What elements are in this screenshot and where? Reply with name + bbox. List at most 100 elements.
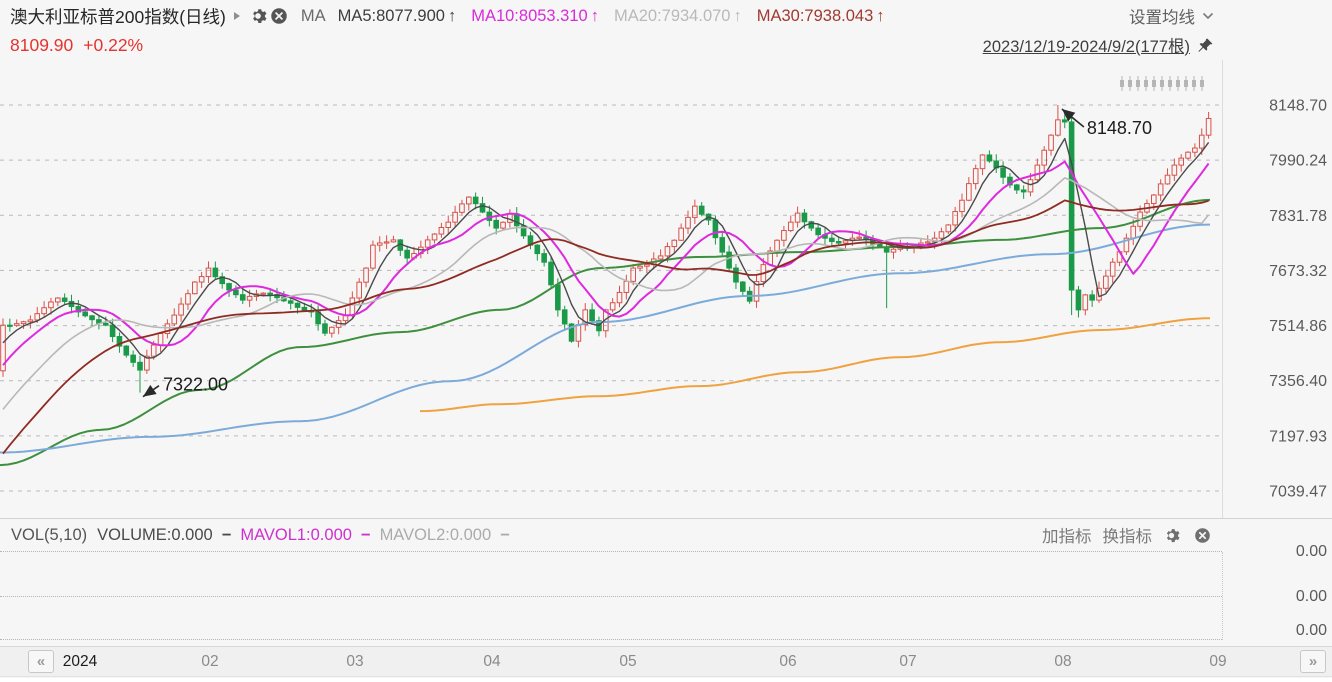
title-expand-arrow-icon[interactable] [233, 12, 240, 20]
volume-indicator-header: VOL(5,10) VOLUME:0.000 − MAVOL1:0.000 − … [0, 518, 1332, 551]
candle [1089, 294, 1095, 301]
candle [685, 216, 691, 229]
volume-axis-separator [1222, 552, 1223, 640]
candle [692, 205, 698, 218]
ma5-up-arrow-icon: ↑ [447, 6, 457, 25]
candle [205, 267, 212, 278]
candle [726, 251, 732, 269]
candle [178, 303, 184, 316]
volume-pane[interactable]: 0.00 0.00 0.00 [0, 543, 1332, 646]
candle [1103, 275, 1109, 289]
candle [740, 281, 746, 292]
y-axis-label: 7514.86 [1269, 318, 1327, 335]
pin-icon[interactable] [1197, 37, 1214, 54]
price-row: 8109.90 +0.22% 2023/12/19-2024/9/2(177根) [0, 30, 1332, 60]
long-ma-green [0, 198, 1211, 467]
candle [561, 309, 568, 325]
volume-settings-gear-icon[interactable] [1163, 527, 1180, 544]
candle [267, 292, 273, 296]
candle [671, 239, 678, 248]
candle [356, 281, 362, 299]
candle [452, 211, 458, 223]
switch-indicator-button[interactable]: 换指标 [1102, 528, 1153, 546]
long-ma-orange [419, 317, 1211, 413]
candle [20, 321, 27, 325]
scroll-left-button[interactable]: « [28, 650, 54, 673]
candle [1185, 151, 1191, 159]
candle [116, 336, 123, 347]
candle [733, 267, 739, 283]
ma10-line [2, 160, 1210, 366]
candle [952, 211, 958, 226]
candle [260, 292, 267, 295]
page-title: 澳大利亚标普200指数(日线) [10, 6, 226, 27]
date-range-link[interactable]: 2023/12/19-2024/9/2(177根) [982, 38, 1190, 56]
ma20-up-arrow-icon: ↑ [733, 6, 742, 25]
candle [698, 205, 705, 215]
candle-density-icon [1120, 76, 1204, 91]
candle [835, 241, 842, 244]
candle [75, 306, 82, 313]
candle [1041, 149, 1048, 166]
x-axis-label-08: 08 [1054, 652, 1072, 670]
candle [582, 309, 589, 326]
candle [1096, 287, 1102, 301]
indicator-close-icon[interactable] [270, 7, 288, 25]
main-chart-area: 8148.70 7990.24 7831.78 7673.32 7514.86 7356.… [0, 60, 1332, 518]
volume-close-icon[interactable] [1194, 527, 1211, 544]
candle [1109, 261, 1116, 277]
candle [322, 323, 328, 334]
ma-settings-button[interactable]: 设置均线 [1129, 4, 1214, 28]
ma20-line [2, 177, 1210, 410]
candle [712, 219, 719, 239]
candle [13, 323, 20, 326]
candle [1178, 157, 1185, 166]
candle [329, 326, 335, 334]
indicator-settings-gear-icon[interactable] [249, 7, 267, 25]
scroll-right-button[interactable]: » [1300, 650, 1326, 673]
high-annotation-arrow [1061, 108, 1085, 128]
candle [445, 221, 452, 228]
long-ma-blue [0, 223, 1211, 454]
ma5-line [2, 137, 1210, 359]
candle [609, 302, 616, 311]
candle [157, 333, 164, 346]
candle [212, 267, 219, 278]
candle [1061, 119, 1068, 123]
ma10-readout: MA10:8053.310 ↑ [471, 6, 599, 25]
mavol1-dash: − [360, 525, 371, 544]
candle [34, 313, 41, 321]
candle [1082, 294, 1089, 311]
candle [678, 227, 684, 241]
candle [890, 248, 897, 253]
candle [938, 231, 945, 239]
main-chart[interactable]: 8148.70 7990.24 7831.78 7673.32 7514.86 7356.… [0, 60, 1332, 518]
candle [589, 309, 595, 322]
candle [7, 324, 13, 327]
candle [801, 212, 808, 223]
candle [541, 253, 547, 263]
low-annotation-label: 7322.00 [163, 375, 228, 395]
candle [575, 324, 582, 342]
volume-dash: − [221, 525, 232, 544]
candle [616, 291, 623, 304]
high-annotation-label: 8148.70 [1087, 118, 1152, 138]
candle [1068, 121, 1075, 291]
candle [787, 221, 794, 232]
candle [301, 306, 308, 312]
candle [1192, 147, 1198, 153]
candle [630, 267, 637, 282]
y-axis-label: 7831.78 [1269, 208, 1327, 225]
ma5-readout: MA5:8077.900 ↑ [337, 6, 457, 25]
candle [239, 294, 246, 301]
candle [164, 323, 171, 335]
candle [829, 237, 835, 243]
add-indicator-button[interactable]: 加指标 [1042, 528, 1092, 546]
candle [171, 314, 178, 325]
candle [1157, 183, 1164, 196]
candle [781, 230, 787, 241]
candle [61, 297, 68, 302]
candle [945, 224, 952, 233]
candle [664, 246, 671, 257]
candle [363, 267, 369, 283]
